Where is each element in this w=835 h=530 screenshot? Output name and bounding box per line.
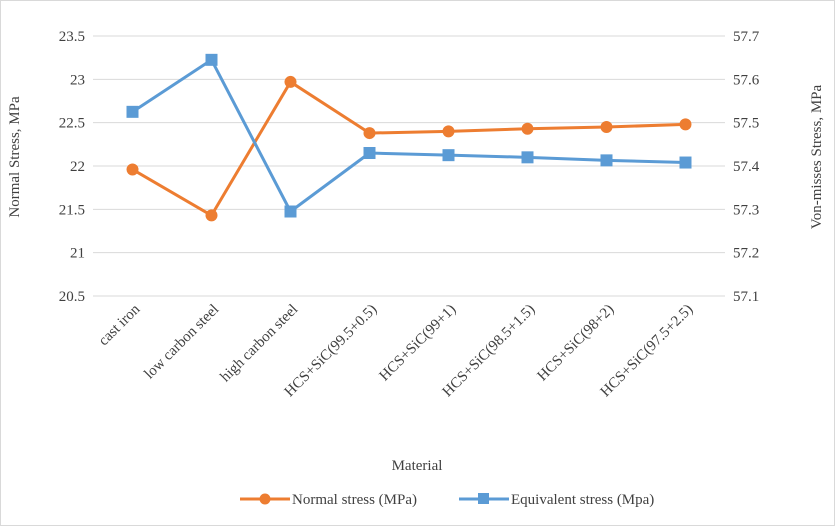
right-tick-label: 57.5 bbox=[733, 116, 759, 132]
legend: Normal stress (MPa) Equivalent stress (M… bbox=[240, 492, 654, 508]
data-point bbox=[679, 156, 692, 169]
right-axis-title: Von-misses Stress, MPa bbox=[809, 84, 825, 229]
data-point bbox=[284, 75, 297, 88]
data-point bbox=[442, 125, 455, 138]
right-tick-label: 57.4 bbox=[733, 159, 760, 175]
left-axis-title: Normal Stress, MPa bbox=[7, 96, 23, 218]
data-point bbox=[126, 105, 139, 118]
left-tick-label: 21.5 bbox=[59, 202, 85, 218]
right-tick-label: 57.6 bbox=[733, 72, 760, 88]
data-point bbox=[521, 122, 534, 135]
series-equivalent-stress bbox=[126, 53, 692, 218]
right-tick-label: 57.7 bbox=[733, 29, 760, 45]
left-tick-label: 20.5 bbox=[59, 289, 85, 305]
x-tick-label: low carbon steel bbox=[141, 302, 222, 383]
right-tick-label: 57.3 bbox=[733, 202, 759, 218]
data-point bbox=[205, 209, 218, 222]
data-point bbox=[363, 127, 376, 140]
left-tick-label: 21 bbox=[70, 246, 85, 262]
data-point bbox=[600, 121, 613, 133]
x-tick-label: high carbon steel bbox=[218, 302, 302, 386]
legend-item-equivalent-stress: Equivalent stress (Mpa) bbox=[459, 492, 654, 508]
right-tick-label: 57.2 bbox=[733, 246, 759, 262]
legend-label-equivalent-stress: Equivalent stress (Mpa) bbox=[511, 492, 654, 508]
data-point bbox=[679, 118, 692, 131]
left-tick-label: 23 bbox=[70, 72, 85, 88]
legend-item-normal-stress: Normal stress (MPa) bbox=[240, 492, 417, 508]
left-tick-label: 22.5 bbox=[59, 116, 85, 132]
left-tick-label: 23.5 bbox=[59, 29, 85, 45]
data-point bbox=[126, 163, 139, 176]
data-point bbox=[363, 147, 376, 159]
data-point bbox=[205, 53, 218, 66]
legend-marker-normal-stress bbox=[259, 493, 271, 505]
series-line bbox=[131, 58, 686, 213]
series-line bbox=[131, 80, 686, 217]
data-point bbox=[284, 205, 297, 218]
series-layer bbox=[126, 53, 692, 222]
series-normal-stress bbox=[126, 75, 692, 222]
data-point bbox=[600, 154, 613, 167]
right-tick-label: 57.1 bbox=[733, 289, 759, 305]
right-axis-ticks: 57.1 57.2 57.3 57.4 57.5 57.6 57.7 bbox=[733, 29, 760, 305]
legend-marker-equivalent-stress bbox=[478, 493, 489, 504]
left-axis-ticks: 20.5 21 21.5 22 22.5 23 23.5 bbox=[59, 29, 85, 305]
x-tick-label: cast iron bbox=[96, 301, 144, 349]
left-tick-label: 22 bbox=[70, 159, 85, 175]
legend-label-normal-stress: Normal stress (MPa) bbox=[292, 492, 417, 508]
x-axis-title: Material bbox=[392, 458, 443, 474]
x-tick-label: HCS+SiC(99+1) bbox=[377, 302, 460, 385]
data-point bbox=[442, 149, 455, 162]
x-tick-label: HCS+SiC(98+2) bbox=[535, 302, 618, 385]
data-point bbox=[521, 151, 534, 164]
